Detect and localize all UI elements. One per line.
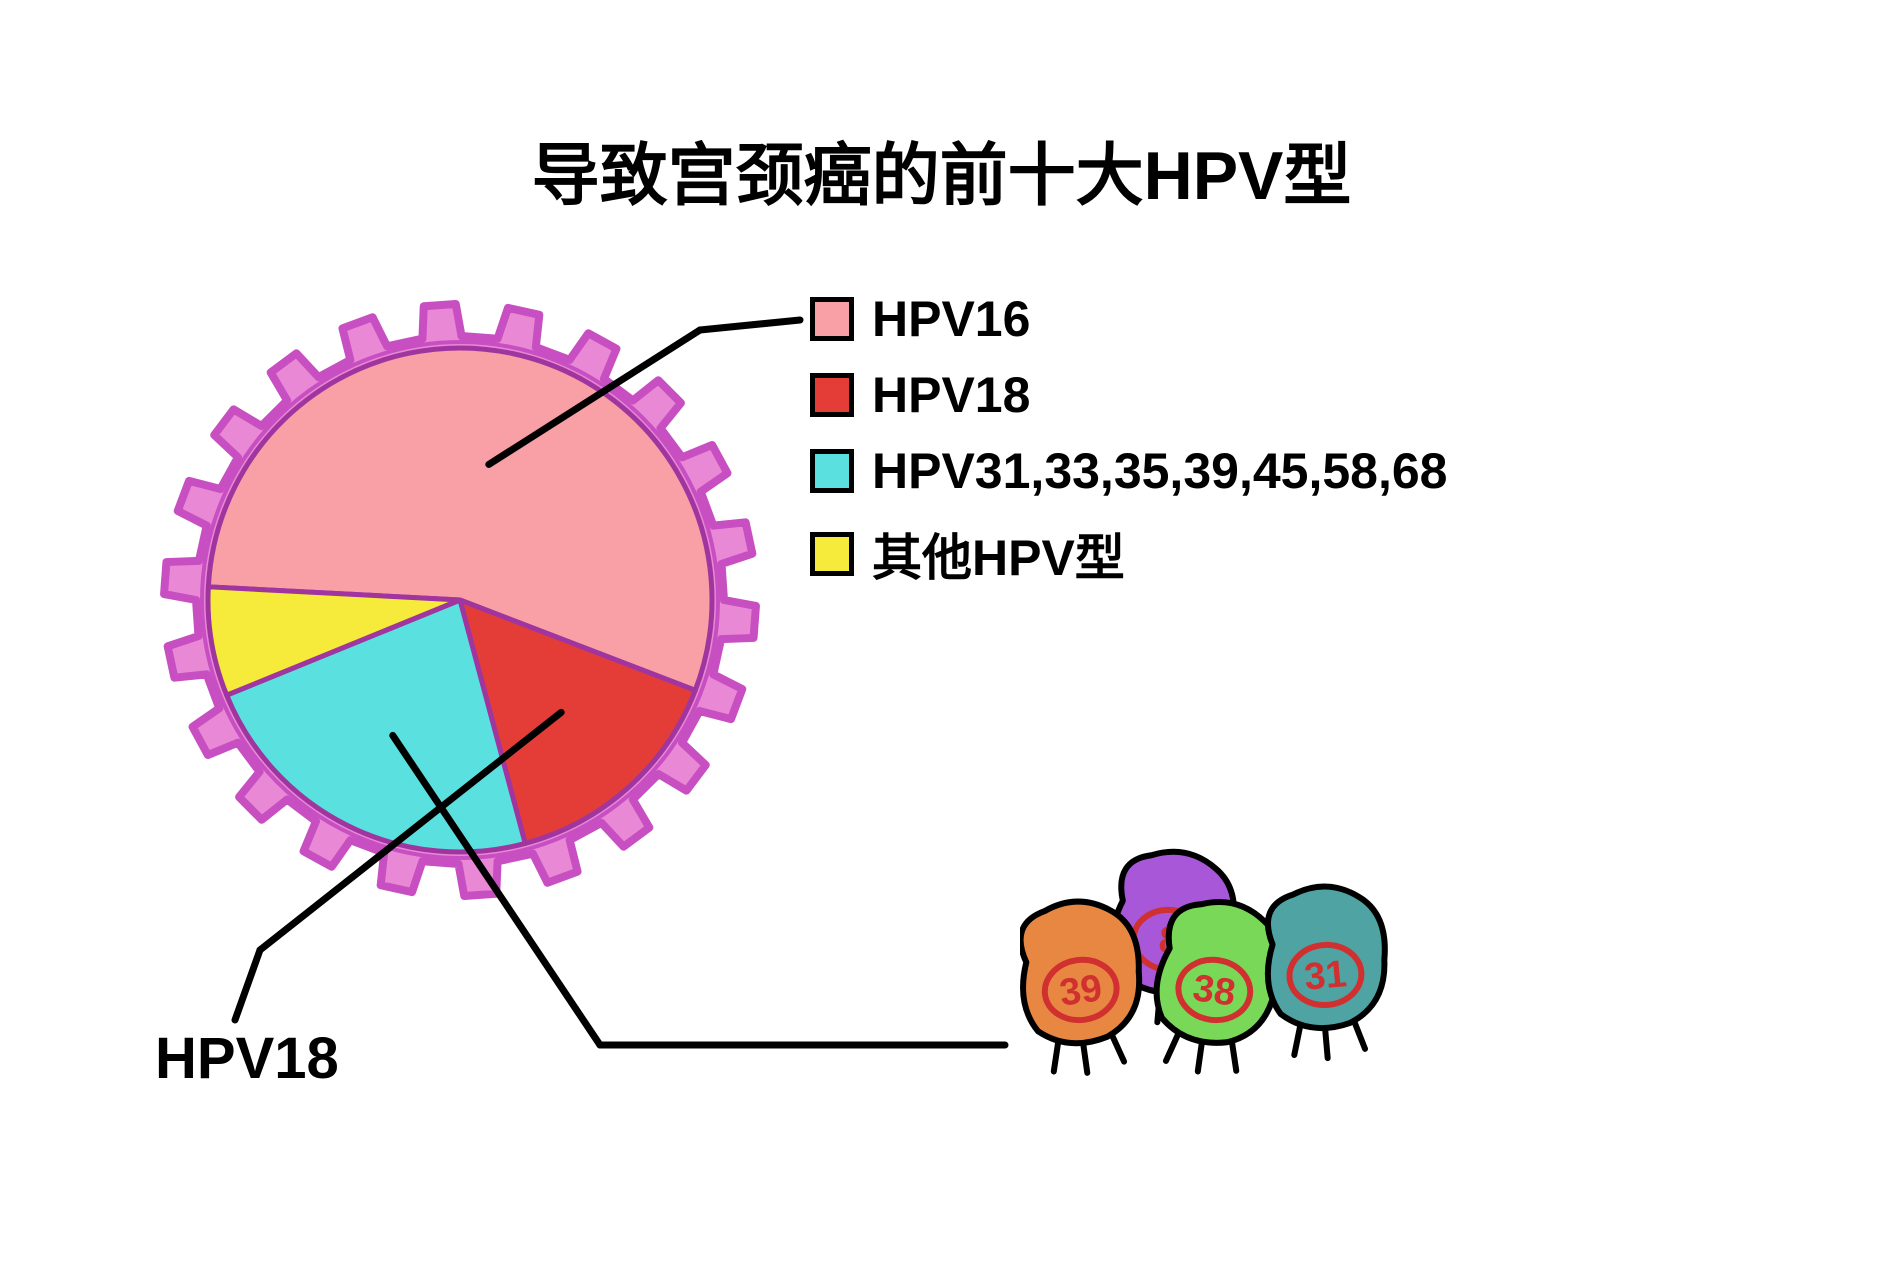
legend: HPV16 HPV18 HPV31,33,35,39,45,58,68 其他HPV型 bbox=[810, 290, 1447, 608]
legend-swatch bbox=[810, 373, 854, 417]
legend-label: HPV16 bbox=[872, 290, 1030, 348]
legend-swatch bbox=[810, 297, 854, 341]
legend-item-1: HPV18 bbox=[810, 366, 1447, 424]
legend-label: HPV31,33,35,39,45,58,68 bbox=[872, 442, 1447, 500]
legend-item-3: 其他HPV型 bbox=[810, 518, 1447, 590]
svg-text:39: 39 bbox=[1057, 967, 1105, 1014]
legend-swatch bbox=[810, 532, 854, 576]
svg-text:31: 31 bbox=[1303, 953, 1349, 999]
legend-label: HPV18 bbox=[872, 366, 1030, 424]
svg-text:38: 38 bbox=[1190, 967, 1238, 1014]
critter-31: 31 bbox=[1260, 881, 1394, 1062]
legend-label: 其他HPV型 bbox=[872, 518, 1125, 590]
chart-title: 导致宫颈癌的前十大HPV型 bbox=[532, 120, 1352, 219]
hpv18-callout-label: HPV18 bbox=[155, 1025, 339, 1092]
pie-chart bbox=[150, 300, 850, 1105]
legend-swatch bbox=[810, 449, 854, 493]
legend-item-2: HPV31,33,35,39,45,58,68 bbox=[810, 442, 1447, 500]
virus-critters: 8393831 bbox=[1020, 840, 1500, 1140]
legend-item-0: HPV16 bbox=[810, 290, 1447, 348]
